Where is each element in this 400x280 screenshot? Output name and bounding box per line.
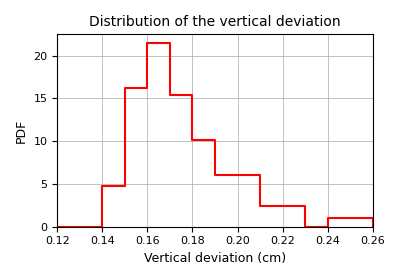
- X-axis label: Vertical deviation (cm): Vertical deviation (cm): [144, 252, 286, 265]
- Y-axis label: PDF: PDF: [15, 118, 28, 143]
- Title: Distribution of the vertical deviation: Distribution of the vertical deviation: [89, 15, 341, 29]
